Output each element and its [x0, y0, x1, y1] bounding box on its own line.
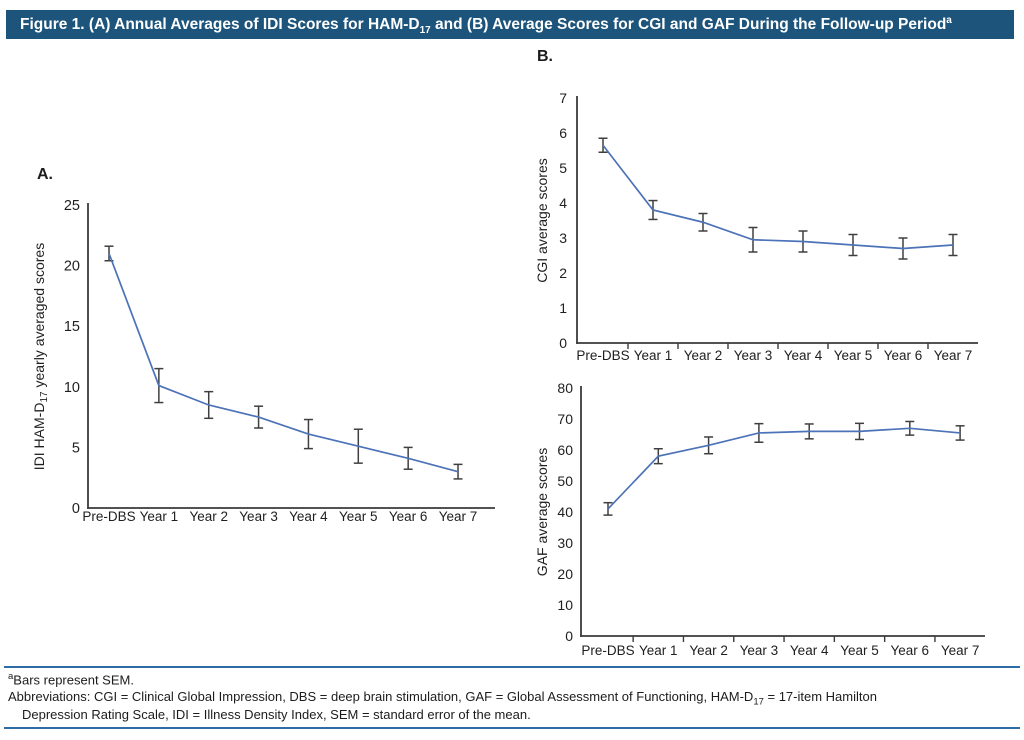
- axes: [580, 386, 985, 637]
- svg-text:4: 4: [559, 195, 567, 211]
- svg-text:10: 10: [64, 380, 80, 396]
- svg-text:Year 4: Year 4: [784, 348, 823, 363]
- axes: [576, 96, 978, 344]
- axes: [87, 203, 495, 509]
- svg-text:Year 1: Year 1: [634, 348, 673, 363]
- series-line: [602, 144, 954, 250]
- svg-text:0: 0: [559, 335, 567, 351]
- svg-text:80: 80: [557, 380, 573, 396]
- svg-text:Pre-DBS: Pre-DBS: [576, 348, 629, 363]
- figure-title-text-2: and (B) Average Scores for CGI and GAF D…: [430, 16, 947, 33]
- svg-text:Year 4: Year 4: [289, 509, 328, 524]
- abbr-line1-text: Abbreviations: CGI = Clinical Global Imp…: [8, 689, 754, 704]
- panel-a-label: A.: [37, 166, 53, 183]
- abbr-line1-text-2: = 17-item Hamilton: [763, 689, 877, 704]
- footnote-sem: aBars represent SEM.: [8, 671, 134, 687]
- y-axis-title: GAF average scores: [534, 448, 550, 576]
- svg-text:15: 15: [64, 319, 80, 335]
- svg-text:40: 40: [557, 504, 573, 520]
- svg-text:Year 1: Year 1: [140, 509, 179, 524]
- x-category-labels: Pre-DBS Year 1 Year 2 Year 3 Year 4 Year 5 Yea…: [576, 348, 972, 363]
- chart-a-idi-hamd17: 0 5 10 15 20 25 Pre-DBS Year 1 Year 2 Year 3 Year …: [31, 198, 495, 524]
- footnote-sem-text: Bars represent SEM.: [13, 672, 134, 688]
- figure-title-subscript: 17: [419, 25, 431, 37]
- y-axis-title: CGI average scores: [534, 158, 550, 283]
- svg-text:Year 6: Year 6: [891, 643, 930, 658]
- svg-text:Year 2: Year 2: [689, 643, 728, 658]
- figure-title-text: Figure 1. (A) Annual Averages of IDI Sco…: [20, 16, 420, 33]
- y-axis-title: IDI HAM-D17 yearly averaged scores: [31, 243, 50, 470]
- figure-title-superscript: a: [946, 14, 952, 26]
- svg-text:30: 30: [557, 535, 573, 551]
- footnote-abbreviations-line2: Depression Rating Scale, IDI = Illness D…: [22, 707, 531, 722]
- svg-text:2: 2: [559, 265, 567, 281]
- svg-text:5: 5: [559, 160, 567, 176]
- figure-title-bar: Figure 1. (A) Annual Averages of IDI Sco…: [6, 10, 1014, 39]
- svg-text:Year 5: Year 5: [840, 643, 879, 658]
- footnote-sem-superscript: a: [8, 671, 14, 682]
- svg-text:Year 6: Year 6: [884, 348, 923, 363]
- error-bars: [603, 420, 965, 516]
- x-category-labels: Pre-DBS Year 1 Year 2 Year 3 Year 4 Year 5 Yea…: [581, 643, 979, 658]
- svg-text:60: 60: [557, 442, 573, 458]
- svg-text:Year 5: Year 5: [834, 348, 873, 363]
- series-line: [607, 427, 961, 510]
- svg-text:7: 7: [559, 90, 567, 106]
- svg-text:25: 25: [64, 198, 80, 214]
- svg-text:Year 3: Year 3: [239, 509, 278, 524]
- svg-text:Year 6: Year 6: [389, 509, 428, 524]
- svg-text:6: 6: [559, 125, 567, 141]
- panel-b-label: B.: [537, 48, 553, 65]
- svg-text:Pre-DBS: Pre-DBS: [82, 509, 135, 524]
- svg-text:Year 7: Year 7: [439, 509, 478, 524]
- x-axis-ticks: [632, 636, 936, 642]
- svg-text:Year 2: Year 2: [684, 348, 723, 363]
- footnote-top-rule: [4, 666, 1020, 668]
- svg-text:Year 2: Year 2: [189, 509, 228, 524]
- chart-b-cgi: 0 1 2 3 4 5 6 7 Pre-DBS Year 1 Year 2 Year 3 Year 4 Y…: [534, 90, 978, 363]
- svg-text:20: 20: [557, 566, 573, 582]
- abbr-line1-subscript: 17: [753, 696, 764, 708]
- svg-text:1: 1: [559, 300, 567, 316]
- svg-text:0: 0: [565, 628, 573, 644]
- svg-text:5: 5: [72, 440, 80, 456]
- error-bars: [104, 245, 463, 480]
- x-category-labels: Pre-DBS Year 1 Year 2 Year 3 Year 4 Year 5 Yea…: [82, 509, 477, 524]
- svg-text:Pre-DBS: Pre-DBS: [581, 643, 634, 658]
- svg-text:Year 7: Year 7: [941, 643, 980, 658]
- svg-text:Year 7: Year 7: [934, 348, 973, 363]
- svg-text:Year 3: Year 3: [734, 348, 773, 363]
- svg-text:Year 4: Year 4: [790, 643, 829, 658]
- footnote-bottom-rule: [4, 727, 1020, 729]
- svg-text:10: 10: [557, 597, 573, 613]
- svg-text:50: 50: [557, 473, 573, 489]
- svg-text:3: 3: [559, 230, 567, 246]
- footnote-abbreviations-line1: Abbreviations: CGI = Clinical Global Imp…: [8, 689, 877, 707]
- svg-text:Year 5: Year 5: [339, 509, 378, 524]
- svg-text:20: 20: [64, 259, 80, 275]
- x-axis-ticks: [627, 343, 929, 349]
- svg-text:Year 3: Year 3: [740, 643, 779, 658]
- y-tick-labels: 0 10 20 30 40 50 60 70 80: [557, 380, 573, 644]
- svg-text:70: 70: [557, 411, 573, 427]
- series-line: [108, 253, 459, 473]
- y-tick-labels: 0 1 2 3 4 5 6 7: [559, 90, 567, 351]
- svg-text:0: 0: [72, 501, 80, 517]
- svg-text:Year 1: Year 1: [639, 643, 678, 658]
- chart-b-gaf: 0 10 20 30 40 50 60 70 80 Pre-DBS Year 1 Year 2 Year…: [534, 380, 985, 658]
- y-tick-labels: 0 5 10 15 20 25: [64, 198, 80, 517]
